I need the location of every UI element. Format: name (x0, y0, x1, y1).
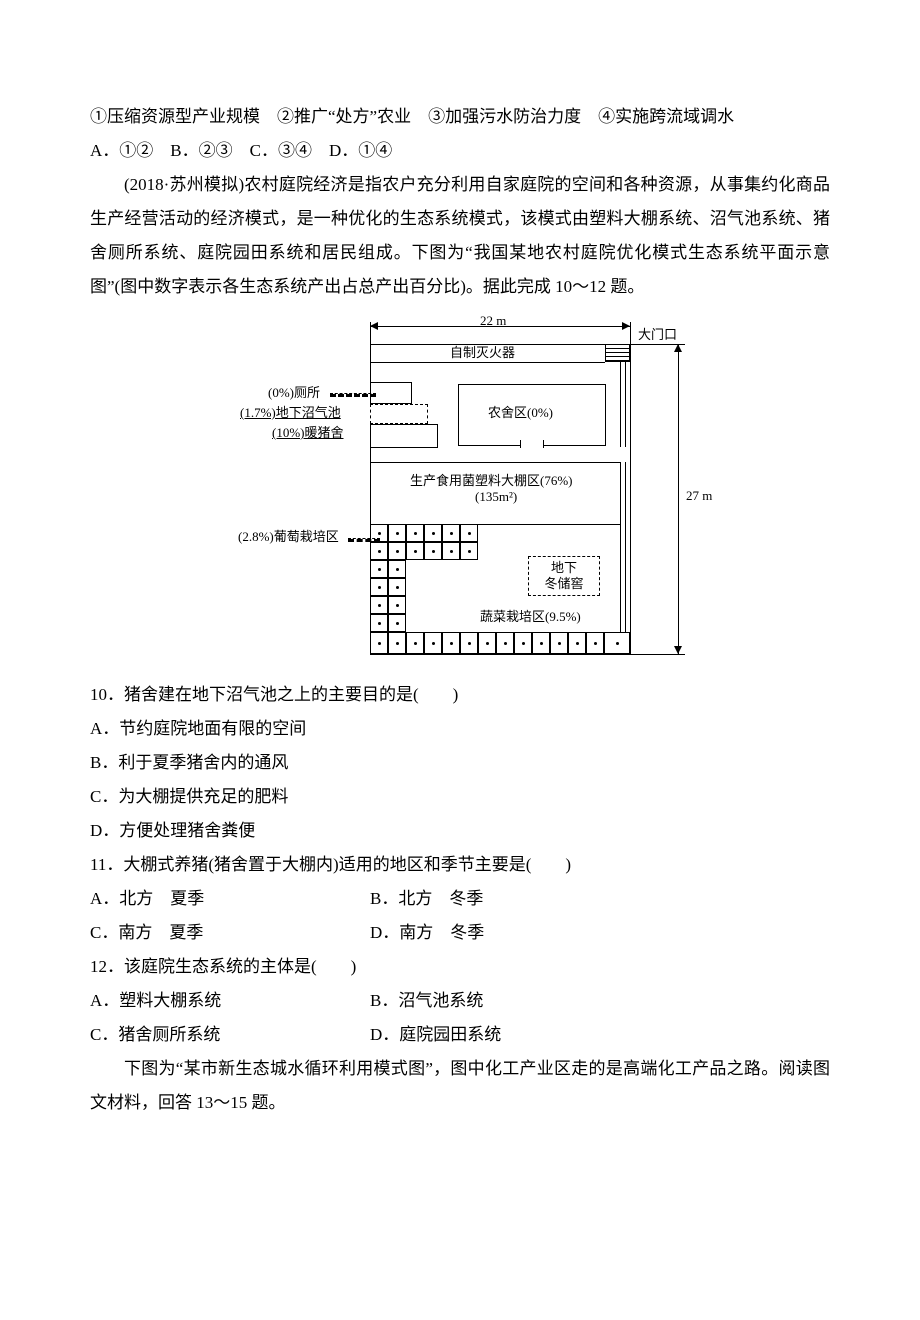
grape-cell (550, 632, 568, 654)
wall-hatch-mid (620, 462, 630, 524)
veg-label: 蔬菜栽培区(9.5%) (480, 610, 581, 624)
grape-cell (388, 632, 406, 654)
grape-label: (2.8%)葡萄栽培区 (238, 530, 339, 544)
arrow-left-icon (370, 322, 378, 330)
mid-divider (370, 462, 631, 463)
dim-right-tick-t (630, 344, 685, 345)
grape-cell (424, 542, 442, 560)
q11-stem: 11．大棚式养猪(猪舍置于大棚内)适用的地区和季节主要是( ) (90, 848, 830, 882)
ext-divider (370, 362, 605, 363)
pigsty-box (370, 424, 438, 448)
grape-cell (460, 524, 478, 542)
dim-right-line (678, 344, 679, 654)
wall-hatch-top (620, 362, 630, 447)
q9-stem: ①压缩资源型产业规模 ②推广“处方”农业 ③加强污水防治力度 ④实施跨流域调水 (90, 100, 830, 134)
q10-B: B．利于夏季猪舍内的通风 (90, 746, 830, 780)
grape-cell (370, 596, 388, 614)
q11-D: D．南方 冬季 (370, 916, 650, 950)
plot-right (630, 344, 631, 654)
q10-D: D．方便处理猪舍粪便 (90, 814, 830, 848)
grape-cell (478, 632, 496, 654)
mushroom-label-2: (135m²) (475, 490, 517, 504)
grape-cell (406, 524, 424, 542)
dim-top-tick-l (370, 322, 371, 344)
grape-cell (370, 578, 388, 596)
q10-A: A．节约庭院地面有限的空间 (90, 712, 830, 746)
grape-cell (514, 632, 532, 654)
arrow-right-icon (622, 322, 630, 330)
page: ①压缩资源型产业规模 ②推广“处方”农业 ③加强污水防治力度 ④实施跨流域调水 … (0, 0, 920, 1320)
grape-cell (388, 560, 406, 578)
cellar-label-2: 冬储窖 (544, 576, 583, 591)
grape-cell (442, 632, 460, 654)
grape-cell (370, 614, 388, 632)
toilet-box (370, 382, 412, 404)
grape-cell (370, 632, 388, 654)
q11-B: B．北方 冬季 (370, 882, 650, 916)
biogas-label: (1.7%)地下沼气池 (240, 406, 341, 420)
wall-hatch-bottom (620, 524, 630, 632)
mushroom-label-1: 生产食用菌塑料大棚区(76%) (410, 474, 573, 488)
grape-cell (370, 560, 388, 578)
q12-B: B．沼气池系统 (370, 984, 650, 1018)
grape-cell (424, 524, 442, 542)
grape-cell (406, 542, 424, 560)
cellar-label-1: 地下 (551, 560, 577, 575)
grape-cell (388, 542, 406, 560)
q12-stem: 12．该庭院生态系统的主体是( ) (90, 950, 830, 984)
pigsty-label: (10%)暖猪舍 (272, 426, 344, 440)
farmhouse-label: 农舍区(0%) (488, 406, 553, 420)
arrow-down-icon (674, 646, 682, 654)
grape-cell (388, 596, 406, 614)
grape-cell (586, 632, 604, 654)
q10-stem: 10．猪舍建在地下沼气池之上的主要目的是( ) (90, 678, 830, 712)
diagram-wrap: 22 m 27 m 大门口 自制灭火器 (90, 314, 830, 664)
grape-cell (532, 632, 550, 654)
q12-D: D．庭院园田系统 (370, 1018, 650, 1052)
toilet-leader (330, 393, 376, 397)
grape-cell (388, 614, 406, 632)
dim-top-label: 22 m (480, 314, 506, 328)
grape-cell (370, 524, 388, 542)
passage-1: (2018·苏州模拟)农村庭院经济是指农户充分利用自家庭院的空间和各种资源，从事… (90, 168, 830, 304)
grape-cell (406, 632, 424, 654)
q12-C: C．猪舍厕所系统 (90, 1018, 370, 1052)
plot-bottom (370, 654, 631, 655)
dim-right-tick-b (630, 654, 685, 655)
gate-label: 大门口 (638, 328, 677, 342)
cellar-box: 地下 冬储窖 (528, 556, 600, 596)
passage-2: 下图为“某市新生态城水循环利用模式图”，图中化工产业区走的是高端化工产品之路。阅… (90, 1052, 830, 1120)
grape-cell (388, 524, 406, 542)
grape-cell (460, 632, 478, 654)
farmhouse-door (520, 440, 544, 448)
grape-cell (604, 632, 630, 654)
ext-fire-label: 自制灭火器 (450, 346, 515, 360)
grape-cell (496, 632, 514, 654)
toilet-label: (0%)厕所 (268, 386, 320, 400)
grape-cell (460, 542, 478, 560)
q10-C: C．为大棚提供充足的肥料 (90, 780, 830, 814)
q11-C: C．南方 夏季 (90, 916, 370, 950)
q9-options: A．①② B．②③ C．③④ D．①④ (90, 134, 830, 168)
grape-cell (388, 578, 406, 596)
grape-cell (568, 632, 586, 654)
dim-right-label: 27 m (686, 489, 712, 503)
grape-cell (424, 632, 442, 654)
courtyard-diagram: 22 m 27 m 大门口 自制灭火器 (200, 314, 720, 664)
gate-icon (605, 344, 630, 362)
arrow-up-icon (674, 344, 682, 352)
grape-cell (370, 542, 388, 560)
q11-A: A．北方 夏季 (90, 882, 370, 916)
grape-cell (442, 524, 460, 542)
grape-cell (442, 542, 460, 560)
dim-top-tick-r (630, 322, 631, 344)
q12-A: A．塑料大棚系统 (90, 984, 370, 1018)
biogas-box (370, 404, 428, 424)
